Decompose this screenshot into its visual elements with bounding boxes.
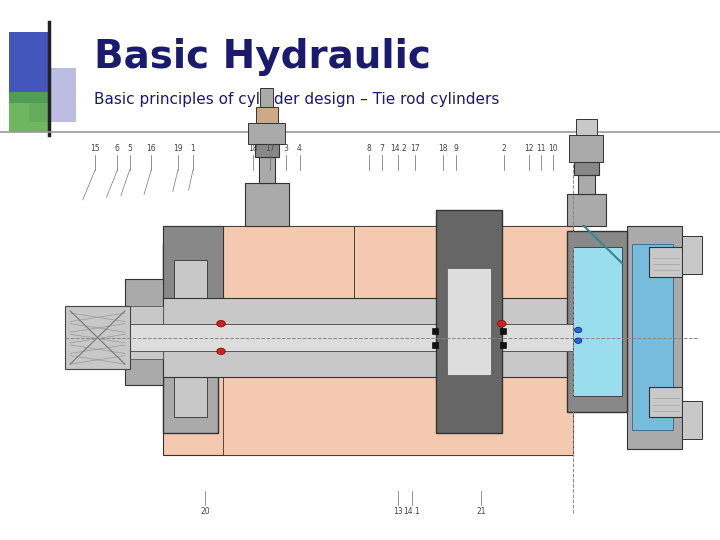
- Bar: [567, 194, 606, 226]
- Bar: [574, 162, 599, 175]
- Bar: [500, 342, 506, 348]
- Bar: [627, 226, 682, 449]
- Bar: [573, 247, 622, 396]
- Bar: [245, 183, 289, 226]
- Text: 9: 9: [454, 144, 458, 153]
- Text: 19: 19: [173, 144, 183, 153]
- Circle shape: [498, 320, 506, 327]
- Text: 18: 18: [248, 144, 258, 153]
- Bar: [255, 144, 279, 157]
- Text: 3: 3: [284, 144, 288, 153]
- Bar: [354, 226, 573, 316]
- Circle shape: [217, 320, 225, 327]
- Text: 6: 6: [115, 144, 120, 153]
- Text: 17: 17: [410, 144, 420, 153]
- Bar: [682, 237, 702, 274]
- Bar: [649, 388, 682, 417]
- Bar: [248, 123, 285, 144]
- Text: 17: 17: [265, 144, 275, 153]
- Text: Basic principles of cylinder design – Tie rod cylinders: Basic principles of cylinder design – Ti…: [94, 92, 499, 107]
- Text: 15: 15: [90, 144, 100, 153]
- Text: 14.1: 14.1: [403, 507, 420, 516]
- Circle shape: [217, 348, 225, 355]
- Bar: [65, 323, 589, 352]
- Text: 11: 11: [536, 144, 546, 153]
- Bar: [223, 226, 354, 316]
- Text: 16: 16: [146, 144, 156, 153]
- Bar: [9, 92, 50, 132]
- Bar: [576, 119, 597, 136]
- Text: 7: 7: [379, 144, 384, 153]
- Bar: [223, 316, 573, 455]
- Circle shape: [575, 338, 582, 343]
- Bar: [578, 175, 595, 194]
- Bar: [125, 279, 163, 386]
- Bar: [163, 226, 573, 455]
- Bar: [567, 231, 627, 412]
- Bar: [447, 268, 491, 375]
- Bar: [174, 260, 207, 417]
- Text: 4: 4: [297, 144, 302, 153]
- Text: 12: 12: [524, 144, 534, 153]
- Text: 20: 20: [200, 507, 210, 516]
- Text: 18: 18: [438, 144, 448, 153]
- Bar: [570, 136, 603, 162]
- Bar: [261, 87, 274, 107]
- Text: 10: 10: [548, 144, 558, 153]
- Text: 21: 21: [476, 507, 486, 516]
- Text: 14.2: 14.2: [390, 144, 407, 153]
- Text: 2: 2: [502, 144, 506, 153]
- Bar: [436, 210, 502, 433]
- Bar: [432, 342, 438, 348]
- Text: Basic Hydraulic: Basic Hydraulic: [94, 38, 431, 76]
- Text: 8: 8: [366, 144, 371, 153]
- Bar: [500, 328, 506, 334]
- Bar: [163, 298, 584, 377]
- Bar: [649, 247, 682, 277]
- Bar: [163, 226, 223, 316]
- Text: 5: 5: [127, 144, 132, 153]
- Bar: [9, 32, 49, 103]
- Bar: [432, 328, 438, 334]
- Bar: [256, 107, 278, 123]
- Circle shape: [575, 327, 582, 333]
- Bar: [682, 401, 702, 438]
- Bar: [163, 244, 217, 433]
- Bar: [125, 306, 163, 359]
- Text: 13: 13: [393, 507, 403, 516]
- Text: 1: 1: [191, 144, 195, 153]
- Bar: [29, 68, 76, 122]
- Bar: [65, 306, 130, 369]
- Bar: [259, 157, 274, 183]
- Bar: [631, 244, 673, 430]
